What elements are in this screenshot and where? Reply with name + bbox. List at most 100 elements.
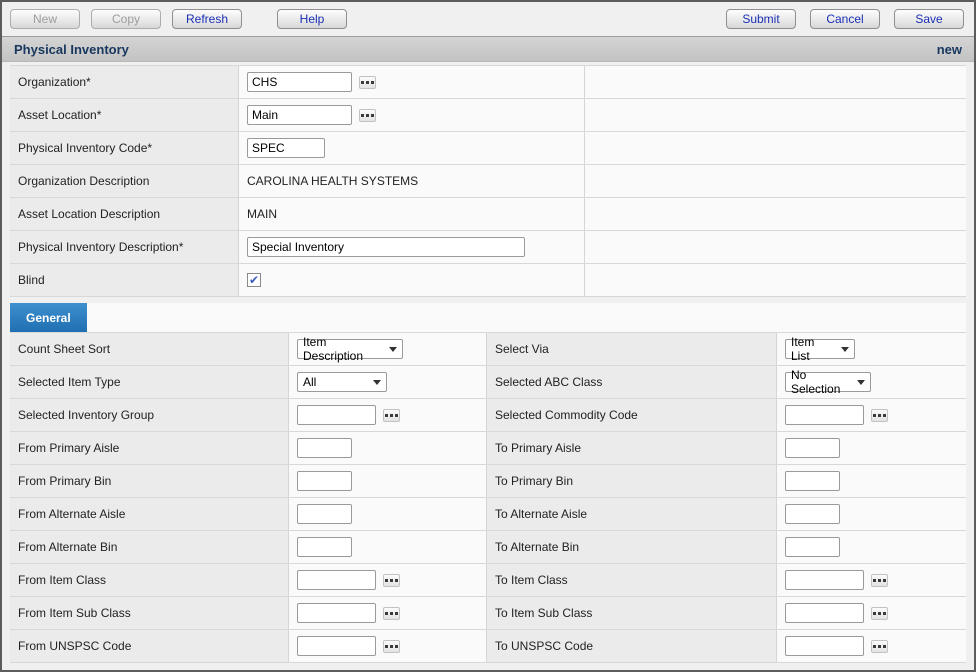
form-row-asset-location: Asset Location*	[10, 99, 966, 132]
help-button[interactable]: Help	[277, 9, 347, 29]
toolbar-left-group: New Copy Refresh Help	[10, 9, 347, 29]
general-row-1: Count Sheet Sort Item Description Select…	[10, 333, 966, 366]
from-alternate-bin-input[interactable]	[297, 537, 352, 557]
asset-location-input[interactable]	[247, 105, 352, 125]
to-item-class-label: To Item Class	[495, 573, 568, 587]
to-item-sub-class-lookup-button[interactable]	[871, 606, 888, 620]
to-alternate-aisle-label: To Alternate Aisle	[495, 507, 588, 521]
toolbar-right-group: Submit Cancel Save	[726, 9, 964, 29]
select-via-select[interactable]: Item List	[785, 335, 855, 363]
to-unspsc-code-input[interactable]	[785, 636, 864, 656]
to-alternate-aisle-input[interactable]	[785, 504, 840, 524]
to-unspsc-code-lookup-button[interactable]	[871, 639, 888, 653]
from-primary-bin-input[interactable]	[297, 471, 352, 491]
chevron-down-icon	[389, 347, 397, 352]
to-primary-bin-input[interactable]	[785, 471, 840, 491]
page-title: Physical Inventory	[14, 41, 129, 57]
form-row-physical-inventory-code: Physical Inventory Code*	[10, 132, 966, 165]
lookup-dots-icon	[361, 80, 364, 84]
physical-inventory-description-input[interactable]	[247, 237, 525, 257]
from-primary-aisle-label: From Primary Aisle	[18, 441, 120, 455]
lookup-dots-icon	[361, 113, 364, 117]
from-item-sub-class-input[interactable]	[297, 603, 376, 623]
to-item-class-input[interactable]	[785, 570, 864, 590]
to-item-sub-class-label: To Item Sub Class	[495, 606, 593, 620]
selected-commodity-code-label: Selected Commodity Code	[495, 408, 638, 422]
lookup-dots-icon	[873, 413, 876, 417]
physical-inventory-description-label: Physical Inventory Description*	[18, 240, 184, 254]
page-header: Physical Inventory new	[2, 36, 974, 62]
selected-item-type-label: Selected Item Type	[18, 375, 121, 389]
selected-abc-class-select[interactable]: No Selection	[785, 368, 871, 396]
from-unspsc-code-label: From UNSPSC Code	[18, 639, 132, 653]
organization-lookup-button[interactable]	[359, 75, 376, 89]
from-alternate-aisle-label: From Alternate Aisle	[18, 507, 126, 521]
chevron-down-icon	[373, 380, 381, 385]
main-form: Organization* Asset Location* Physical I…	[10, 65, 966, 297]
chevron-down-icon	[841, 347, 849, 352]
from-unspsc-code-lookup-button[interactable]	[383, 639, 400, 653]
form-row-blind: Blind	[10, 264, 966, 297]
selected-inventory-group-label: Selected Inventory Group	[18, 408, 155, 422]
organization-label: Organization*	[18, 75, 91, 89]
to-alternate-bin-label: To Alternate Bin	[495, 540, 580, 554]
from-primary-bin-label: From Primary Bin	[18, 474, 112, 488]
to-item-class-lookup-button[interactable]	[871, 573, 888, 587]
to-unspsc-code-label: To UNSPSC Code	[495, 639, 594, 653]
new-button[interactable]: New	[10, 9, 80, 29]
general-row-2: Selected Item Type All Selected ABC Clas…	[10, 366, 966, 399]
save-button[interactable]: Save	[894, 9, 964, 29]
general-form: Count Sheet Sort Item Description Select…	[10, 332, 966, 663]
general-row-5: From Primary Bin To Primary Bin	[10, 465, 966, 498]
from-item-sub-class-lookup-button[interactable]	[383, 606, 400, 620]
general-row-4: From Primary Aisle To Primary Aisle	[10, 432, 966, 465]
form-row-asset-location-description: Asset Location Description MAIN	[10, 198, 966, 231]
to-primary-aisle-label: To Primary Aisle	[495, 441, 582, 455]
asset-location-description-value: MAIN	[247, 207, 277, 221]
from-item-sub-class-label: From Item Sub Class	[18, 606, 131, 620]
selected-commodity-code-lookup-button[interactable]	[871, 408, 888, 422]
from-alternate-bin-label: From Alternate Bin	[18, 540, 118, 554]
general-row-6: From Alternate Aisle To Alternate Aisle	[10, 498, 966, 531]
general-row-10: From UNSPSC Code To UNSPSC Code	[10, 630, 966, 663]
form-row-organization: Organization*	[10, 66, 966, 99]
form-row-organization-description: Organization Description CAROLINA HEALTH…	[10, 165, 966, 198]
from-primary-aisle-input[interactable]	[297, 438, 352, 458]
blind-checkbox[interactable]	[247, 273, 261, 287]
to-item-sub-class-input[interactable]	[785, 603, 864, 623]
refresh-button[interactable]: Refresh	[172, 9, 242, 29]
general-row-8: From Item Class To Item Class	[10, 564, 966, 597]
organization-description-label: Organization Description	[18, 174, 150, 188]
general-row-3: Selected Inventory Group Selected Commod…	[10, 399, 966, 432]
from-item-class-input[interactable]	[297, 570, 376, 590]
from-alternate-aisle-input[interactable]	[297, 504, 352, 524]
to-primary-aisle-input[interactable]	[785, 438, 840, 458]
submit-button[interactable]: Submit	[726, 9, 796, 29]
count-sheet-sort-value: Item Description	[303, 335, 364, 363]
from-unspsc-code-input[interactable]	[297, 636, 376, 656]
cancel-button[interactable]: Cancel	[810, 9, 880, 29]
tab-general[interactable]: General	[10, 303, 87, 332]
physical-inventory-code-input[interactable]	[247, 138, 325, 158]
to-alternate-bin-input[interactable]	[785, 537, 840, 557]
selected-item-type-select[interactable]: All	[297, 372, 387, 392]
asset-location-label: Asset Location*	[18, 108, 102, 122]
from-item-class-lookup-button[interactable]	[383, 573, 400, 587]
selected-inventory-group-lookup-button[interactable]	[383, 408, 400, 422]
asset-location-lookup-button[interactable]	[359, 108, 376, 122]
copy-button[interactable]: Copy	[91, 9, 161, 29]
organization-input[interactable]	[247, 72, 352, 92]
to-primary-bin-label: To Primary Bin	[495, 474, 574, 488]
chevron-down-icon	[857, 380, 865, 385]
record-mode-badge: new	[936, 41, 962, 57]
select-via-label: Select Via	[495, 342, 549, 356]
lookup-dots-icon	[873, 578, 876, 582]
selected-item-type-value: All	[303, 375, 317, 389]
count-sheet-sort-select[interactable]: Item Description	[297, 335, 403, 363]
selected-abc-class-value: No Selection	[791, 368, 841, 396]
asset-location-description-label: Asset Location Description	[18, 207, 161, 221]
selected-inventory-group-input[interactable]	[297, 405, 376, 425]
lookup-dots-icon	[385, 611, 388, 615]
selected-commodity-code-input[interactable]	[785, 405, 864, 425]
